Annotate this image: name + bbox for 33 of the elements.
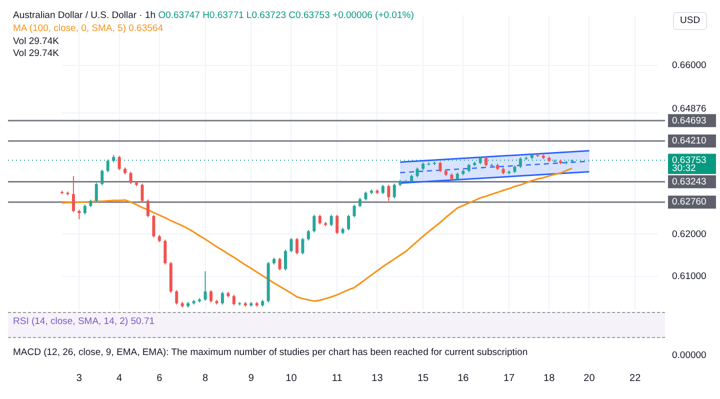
text: Vol 29.74K bbox=[13, 48, 59, 60]
x-tick-label: 22 bbox=[630, 372, 642, 384]
text: USD bbox=[673, 12, 708, 30]
x-tick-label: 10 bbox=[286, 372, 298, 384]
x-tick-label: 17 bbox=[503, 372, 515, 384]
text: MACD (12, 26, close, 9, EMA, EMA): The maximum number of studies per chart has been reached for current subscription bbox=[13, 347, 528, 359]
x-tick-label: 13 bbox=[372, 372, 384, 384]
annotation: 0.63564 bbox=[128, 23, 163, 34]
x-tick-label: 16 bbox=[458, 372, 470, 384]
x-tick-label: 3 bbox=[76, 372, 82, 384]
ref-line-label: 0.63243 bbox=[672, 176, 706, 188]
chart-title: Australian Dollar / U.S. Dollar · 1h bbox=[13, 10, 157, 21]
ref-line-label: 0.64210 bbox=[672, 136, 706, 147]
text: 30:32 bbox=[668, 163, 716, 174]
y-tick-label: 0.61000 bbox=[672, 270, 706, 282]
x-tick-label: 8 bbox=[202, 372, 208, 384]
text: Vol 29.74K bbox=[13, 36, 59, 48]
y-tick-label: 0.66000 bbox=[672, 60, 706, 72]
x-tick-label: 18 bbox=[544, 372, 556, 384]
text: RSI (14, close, SMA, 14, 2) 50.71 bbox=[13, 316, 155, 328]
ref-line-label: 0.62760 bbox=[672, 196, 706, 208]
x-tick-label: 15 bbox=[417, 372, 430, 384]
x-tick-label: 11 bbox=[332, 372, 343, 384]
y-tick-label: 0.62000 bbox=[672, 228, 706, 240]
ref-line-label: 0.64693 bbox=[672, 115, 706, 126]
chart-subtitle: O0.63747 H0.63771 L0.63723 C0.63753 +0.00006 (+0.01%) bbox=[158, 10, 414, 21]
text: 0.00000 bbox=[672, 350, 706, 362]
y-tick-label: 0.64876 bbox=[672, 103, 706, 114]
x-tick-label: 20 bbox=[584, 372, 596, 384]
x-tick-label: 4 bbox=[116, 372, 123, 384]
x-tick-label: 9 bbox=[248, 372, 254, 384]
x-tick-label: 6 bbox=[156, 372, 163, 384]
text: MA (100, close, 0, SMA, 5) bbox=[13, 23, 126, 34]
